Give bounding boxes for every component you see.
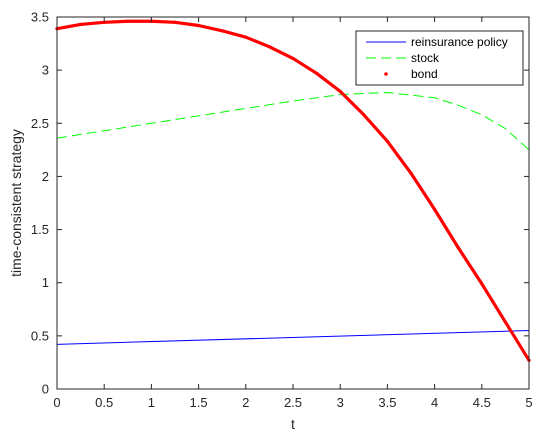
data-point	[173, 20, 177, 24]
data-point	[456, 246, 460, 250]
data-point	[503, 320, 507, 324]
data-point	[244, 35, 248, 39]
data-point	[126, 19, 130, 23]
y-tick-label: 0.5	[31, 328, 49, 343]
series-line	[56, 91, 530, 151]
y-tick-label: 3.5	[31, 10, 49, 25]
y-tick-label: 2	[42, 169, 49, 184]
series-reinsurance-policy	[56, 330, 530, 345]
legend-label-1: stock	[411, 51, 440, 65]
data-point	[291, 56, 295, 61]
series-stock	[56, 91, 530, 151]
ticks-layer: 0 0.5 1 1.5 2 2.5 3 3.5 4 4.5 5 0 0.5 1 1.5 2 2.5 3 3.5	[31, 10, 533, 411]
data-point	[102, 20, 106, 24]
legend-label-0: reinsurance policy	[411, 35, 508, 49]
data-point	[480, 282, 484, 286]
y-tick-label: 1	[42, 275, 49, 290]
data-point	[220, 29, 224, 33]
data-point	[197, 23, 201, 28]
x-tick-label: 2.5	[284, 395, 302, 410]
x-tick-label: 5	[525, 395, 532, 410]
legend-label-2: bond	[411, 67, 438, 81]
y-axis-label: time-consistent strategy	[8, 129, 24, 277]
x-tick-label: 1.5	[190, 395, 208, 410]
data-point	[433, 207, 437, 211]
data-point	[409, 171, 413, 175]
x-tick-label: 3.5	[378, 395, 396, 410]
y-tick-label: 2.5	[31, 116, 49, 131]
y-tick-label: 0	[42, 382, 49, 397]
data-point	[79, 22, 83, 27]
series-line	[56, 330, 530, 345]
data-point	[338, 89, 342, 93]
x-tick-label: 0	[53, 395, 60, 410]
x-tick-label: 4.5	[473, 395, 491, 410]
y-tick-label: 3	[42, 63, 49, 78]
x-axis-label: t	[291, 416, 295, 432]
data-point	[267, 45, 271, 49]
legend-box	[355, 30, 524, 86]
x-tick-label: 1	[148, 395, 155, 410]
x-tick-label: 3	[337, 395, 344, 410]
series-bond	[55, 19, 531, 362]
x-tick-label: 4	[431, 395, 438, 410]
series-layer	[55, 19, 531, 362]
data-point	[315, 71, 319, 75]
legend: reinsurance policy stock bond	[355, 30, 524, 86]
data-point	[362, 113, 366, 117]
legend-swatch-2	[384, 72, 388, 76]
x-tick-label: 0.5	[95, 395, 113, 410]
x-tick-label: 2	[242, 395, 249, 410]
y-tick-label: 1.5	[31, 222, 49, 237]
data-point	[385, 139, 389, 143]
